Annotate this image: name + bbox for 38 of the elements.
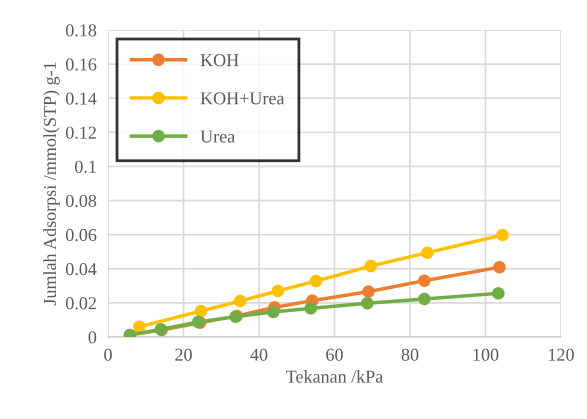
legend-label: KOH (200, 54, 239, 66)
x-axis-title: Tekanan /kPa (286, 370, 384, 383)
point (361, 296, 374, 310)
y-tick-label: 0.18 (66, 24, 96, 37)
point (194, 304, 208, 318)
y-tick-label: 0.14 (66, 92, 97, 105)
point (272, 284, 284, 298)
point (418, 274, 431, 287)
point (364, 260, 377, 272)
x-tick-label: 120 (549, 348, 574, 361)
point (421, 246, 434, 259)
legend-label: KOH+Urea (200, 92, 284, 104)
x-tick-label: 40 (250, 348, 268, 361)
point (133, 320, 146, 334)
y-tick-label: 0.06 (66, 228, 96, 242)
x-tick-label: 100 (474, 348, 498, 361)
point (234, 294, 246, 308)
point (267, 306, 280, 318)
y-tick-label: 0.04 (66, 263, 97, 276)
y-tick-label: 0.1 (75, 160, 96, 173)
x-tick-label: 80 (402, 348, 418, 361)
point (418, 292, 431, 306)
y-tick-label: 0.08 (66, 194, 96, 208)
point (492, 287, 505, 300)
y-tick-label: 0.02 (66, 297, 96, 310)
y-tick-label: 0 (88, 331, 96, 344)
y-axis-title: Jumlah Adsorpsi /mmol(STP) g-1 (43, 62, 60, 306)
point (310, 274, 322, 288)
point (496, 228, 509, 242)
legend-label: Urea (200, 130, 235, 143)
point (493, 260, 506, 274)
x-tick-label: 0 (104, 348, 112, 361)
x-tick-label: 60 (326, 348, 343, 361)
point (304, 302, 317, 315)
x-tick-label: 20 (175, 348, 192, 361)
y-tick-label: 0.16 (66, 58, 96, 71)
point (362, 285, 375, 298)
y-tick-label: 0.12 (66, 126, 96, 139)
